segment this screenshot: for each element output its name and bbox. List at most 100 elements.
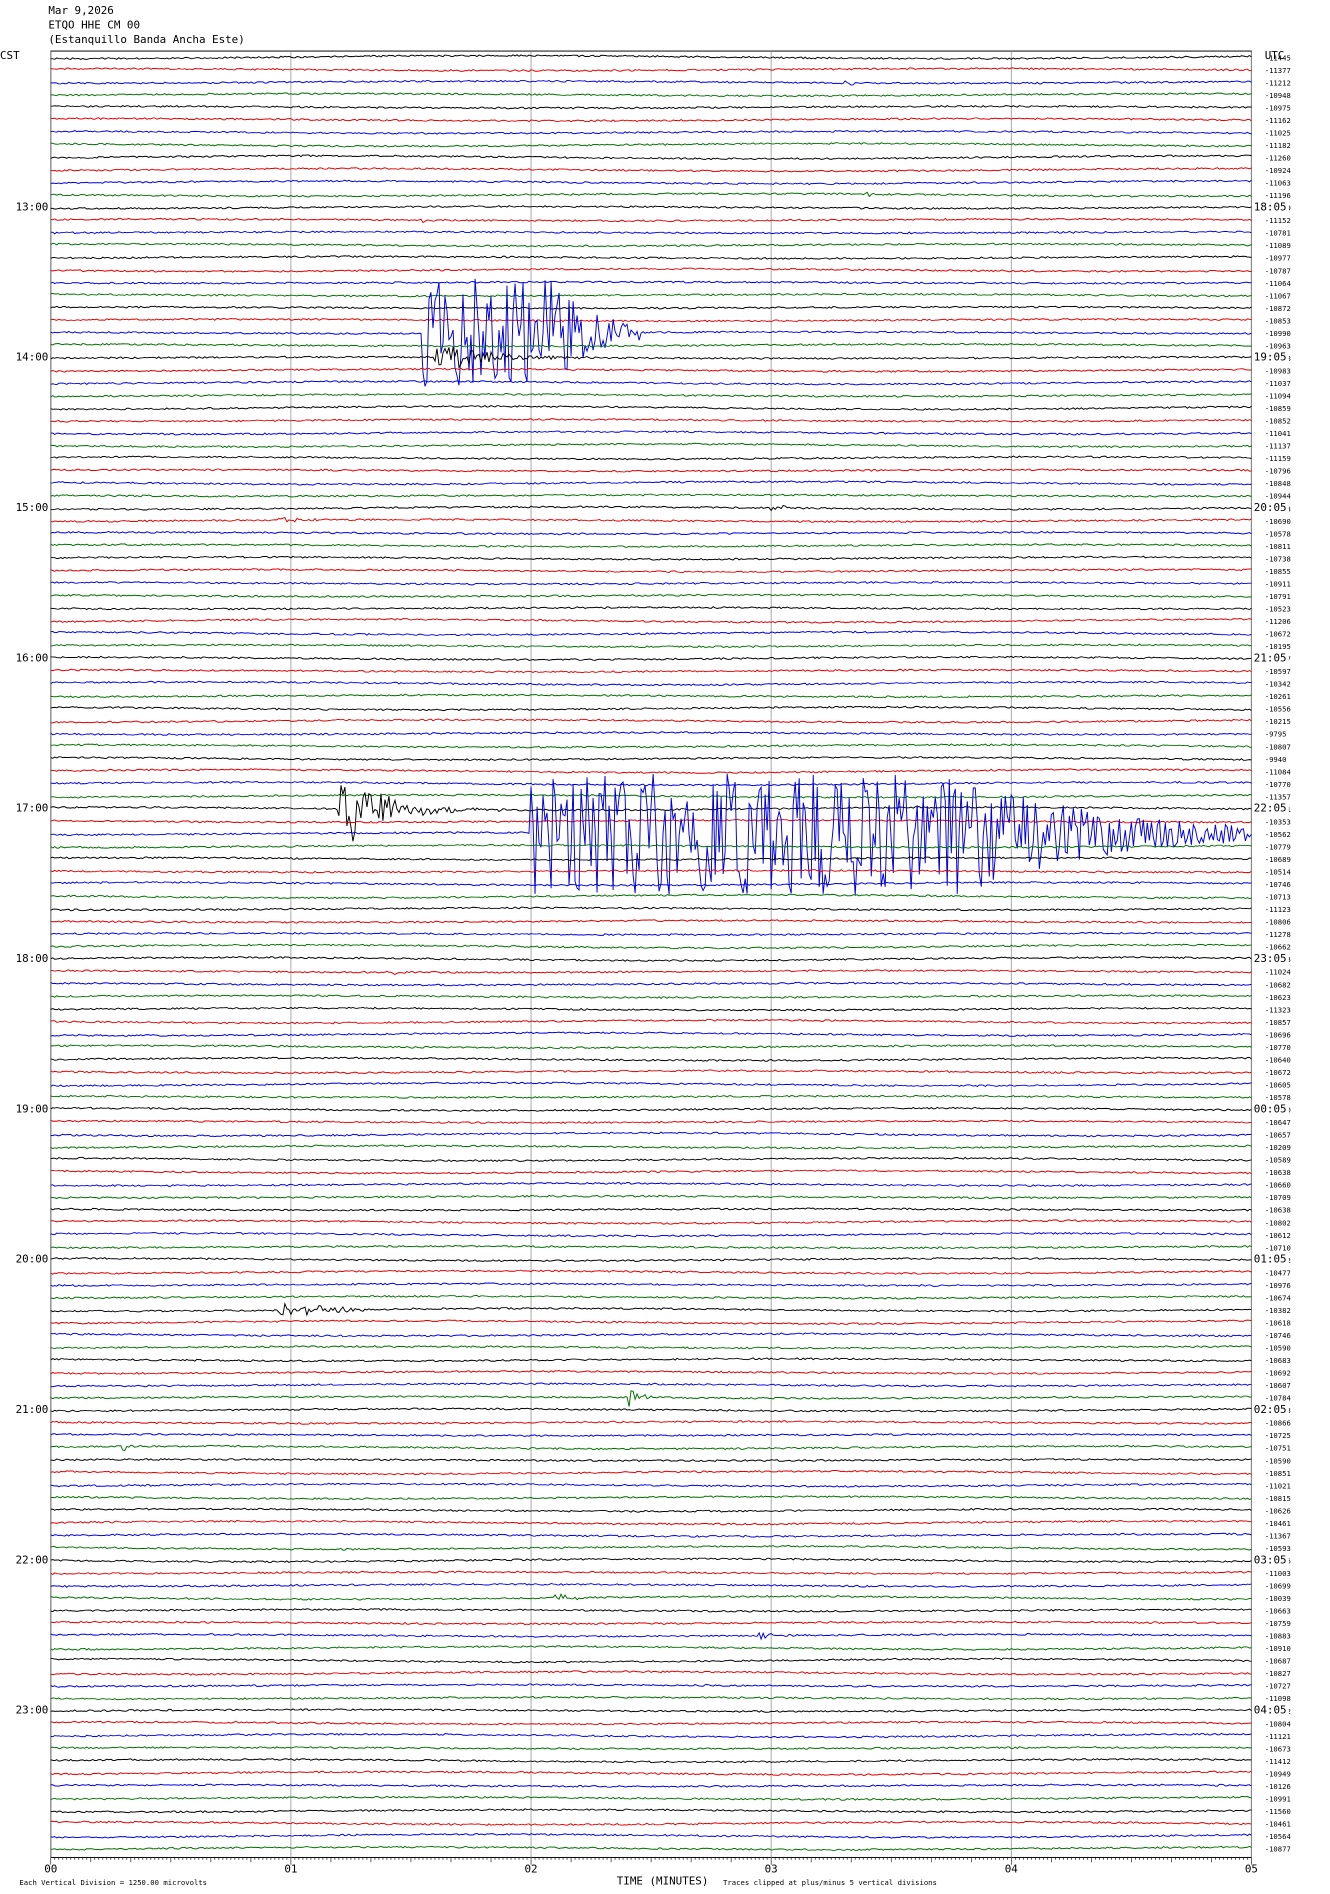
trace-offset: -10514 xyxy=(1265,868,1292,877)
trace xyxy=(50,1357,1252,1363)
trace-offset: -10215 xyxy=(1265,717,1291,726)
trace xyxy=(50,1608,1252,1613)
trace xyxy=(50,793,1252,799)
trace-offset: -10866 xyxy=(1265,1419,1291,1428)
trace-offset: -10647 xyxy=(1265,1118,1291,1127)
trace xyxy=(50,655,1252,661)
trace-offset: -11024 xyxy=(1265,968,1292,977)
trace-offset: -10638 xyxy=(1265,1168,1291,1177)
trace-offset: -10662 xyxy=(1265,943,1291,952)
trace xyxy=(50,1181,1252,1187)
trace-offset: -10848 xyxy=(1265,479,1291,488)
trace-offset: -10597 xyxy=(1265,667,1291,676)
trace-offset: -10883 xyxy=(1265,1632,1291,1641)
utc-hour: 04:05 xyxy=(1254,1704,1287,1717)
utc-hour: 00:05 xyxy=(1254,1102,1287,1115)
trace xyxy=(50,843,1252,849)
trace xyxy=(50,1432,1252,1437)
trace xyxy=(50,906,1252,912)
trace xyxy=(50,1044,1252,1050)
trace xyxy=(50,442,1252,449)
trace xyxy=(50,593,1252,598)
trace-offset: -10382 xyxy=(1265,1306,1291,1315)
trace-offset: -10851 xyxy=(1265,1469,1291,1478)
trace-offset: -10618 xyxy=(1265,1318,1291,1327)
trace-offset: -11412 xyxy=(1265,1757,1291,1766)
trace xyxy=(50,818,1252,824)
trace-offset: -11021 xyxy=(1265,1481,1291,1490)
trace-offset: -10976 xyxy=(1265,1281,1291,1290)
trace xyxy=(50,1593,1252,1601)
trace-offset: -10126 xyxy=(1265,1782,1291,1791)
trace xyxy=(50,893,1252,900)
cst-hour: 19:00 xyxy=(16,1102,49,1115)
trace-offset: -11084 xyxy=(1265,767,1292,776)
trace xyxy=(50,1244,1252,1250)
trace xyxy=(50,242,1252,248)
trace xyxy=(50,455,1252,461)
trace-offset: -11357 xyxy=(1265,792,1291,801)
trace xyxy=(50,342,1252,348)
trace-offset: -10751 xyxy=(1265,1444,1291,1453)
trace-offset: -10759 xyxy=(1265,1619,1291,1628)
trace xyxy=(50,305,1252,310)
cst-hour: 14:00 xyxy=(16,351,49,364)
trace xyxy=(50,969,1252,976)
trace xyxy=(50,1582,1252,1588)
trace xyxy=(50,1620,1252,1626)
trace-offset: -10855 xyxy=(1265,567,1291,576)
trace xyxy=(50,292,1252,298)
trace-offset: -10690 xyxy=(1265,517,1291,526)
trace-offset: -10827 xyxy=(1265,1669,1291,1678)
cst-hour: 20:00 xyxy=(16,1253,49,1266)
trace-offset: -10461 xyxy=(1265,1519,1291,1528)
label-bg xyxy=(1252,1403,1289,1415)
trace xyxy=(50,1507,1252,1513)
trace xyxy=(50,543,1252,548)
trace-offset: -11098 xyxy=(1265,1694,1291,1703)
trace xyxy=(50,1795,1252,1801)
trace-offset: -10852 xyxy=(1265,417,1291,426)
trace xyxy=(50,555,1252,561)
trace-offset: -10796 xyxy=(1265,467,1291,476)
trace xyxy=(50,1018,1252,1025)
label-bg xyxy=(1252,201,1289,213)
trace xyxy=(50,1407,1252,1413)
trace xyxy=(50,267,1252,273)
trace xyxy=(50,1031,1252,1037)
trace-offset: -10672 xyxy=(1265,630,1291,639)
trace-offset: -10593 xyxy=(1265,1544,1291,1553)
trace-offset: -10804 xyxy=(1265,1719,1292,1728)
trace xyxy=(50,1545,1252,1551)
trace-offset: -11003 xyxy=(1265,1569,1291,1578)
trace xyxy=(50,142,1252,148)
trace-offset: -10261 xyxy=(1265,692,1291,701)
trace xyxy=(50,1345,1252,1350)
trace xyxy=(50,1106,1252,1112)
trace-offset: -10725 xyxy=(1265,1431,1291,1440)
trace xyxy=(50,317,1252,323)
trace-offset: -10872 xyxy=(1265,304,1291,313)
trace xyxy=(50,693,1252,699)
trace xyxy=(50,1482,1252,1488)
cst-hour: 23:00 xyxy=(16,1704,49,1717)
trace xyxy=(50,718,1252,724)
trace-offset: -10781 xyxy=(1265,229,1291,238)
trace-offset: -10590 xyxy=(1265,1344,1291,1353)
trace xyxy=(50,92,1252,98)
trace xyxy=(50,643,1252,649)
trace xyxy=(50,1631,1252,1641)
trace-offset: -10949 xyxy=(1265,1769,1291,1778)
trace-offset: -10857 xyxy=(1265,1018,1291,1027)
station-name: (Estanquillo Banda Ancha Este) xyxy=(48,33,244,46)
trace-offset: -10770 xyxy=(1265,1043,1291,1052)
trace-offset: -11089 xyxy=(1265,241,1291,250)
trace xyxy=(50,680,1252,687)
utc-hour: 22:05 xyxy=(1254,802,1287,815)
trace xyxy=(50,1783,1252,1788)
trace xyxy=(50,154,1252,161)
trace xyxy=(50,943,1252,950)
trace-offset: -10612 xyxy=(1265,1231,1291,1240)
trace xyxy=(50,1294,1252,1300)
